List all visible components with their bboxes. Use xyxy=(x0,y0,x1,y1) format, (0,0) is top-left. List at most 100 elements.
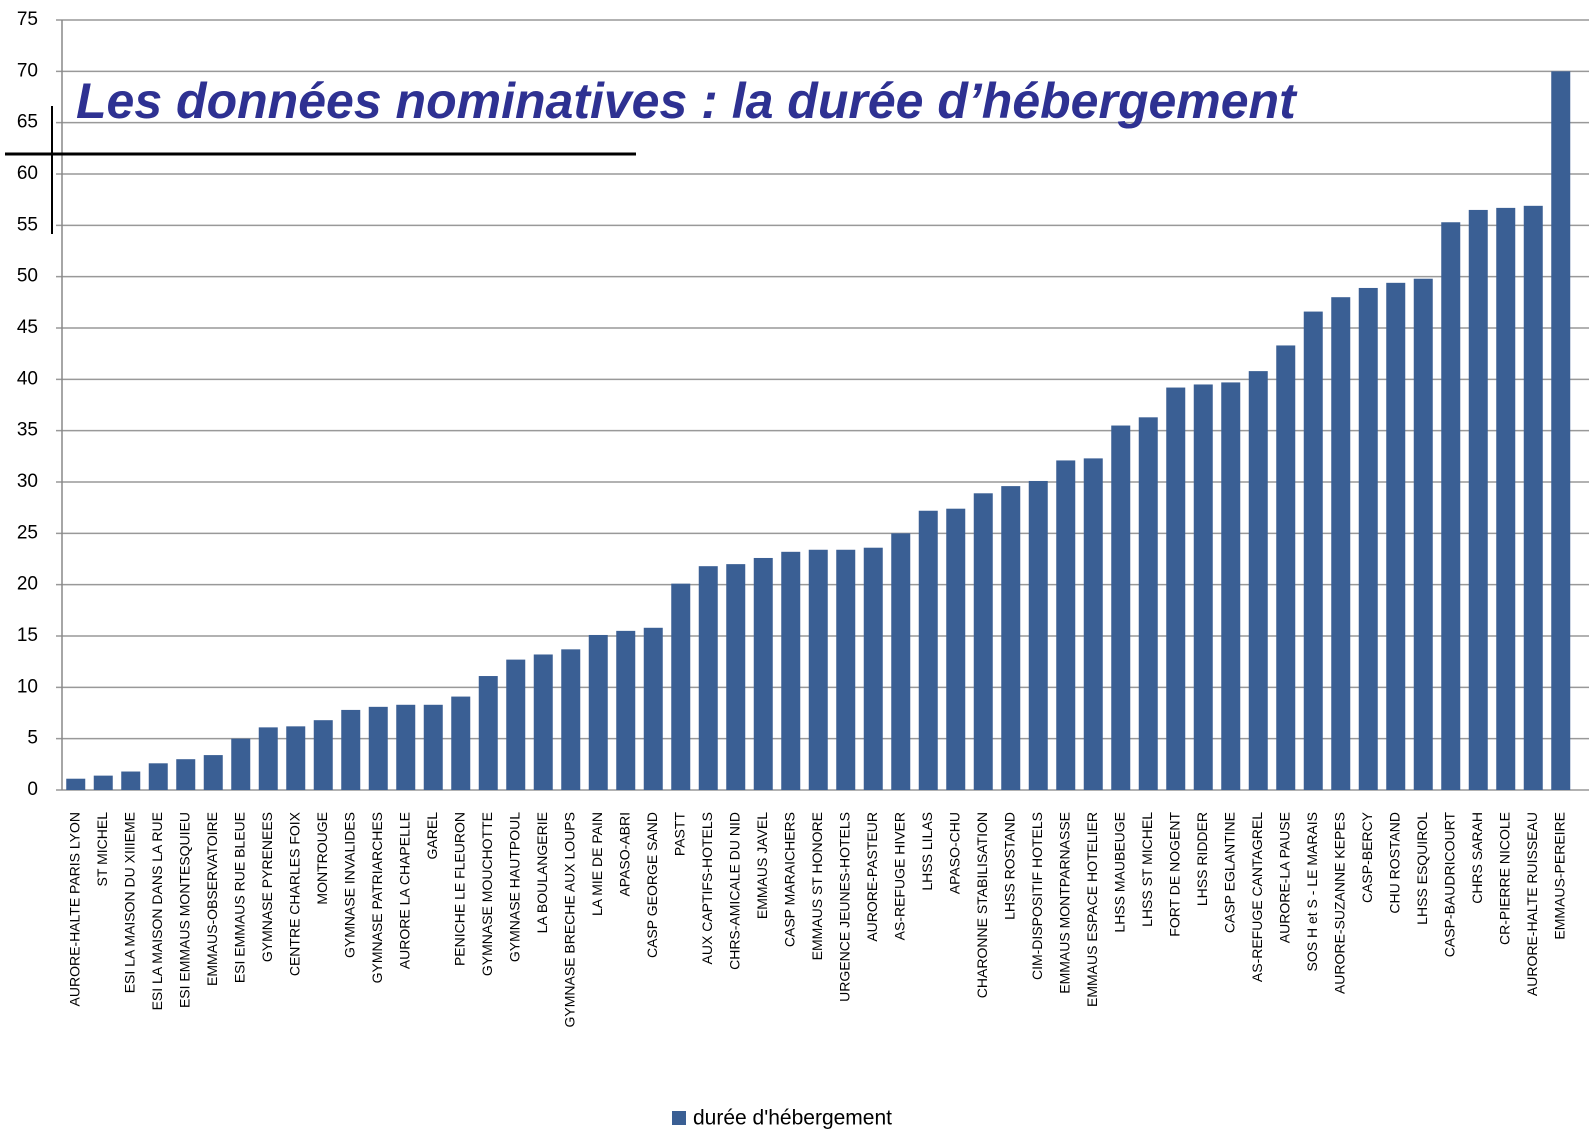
bar xyxy=(258,727,278,790)
bar xyxy=(946,508,966,790)
x-tick-label: APASO-ABRI xyxy=(616,812,632,897)
x-tick-label: GYMNASE PYRENEES xyxy=(259,812,275,962)
x-tick-label: AS-REFUGE CANTAGREL xyxy=(1249,812,1265,982)
x-tick-label: EMMAUS JAVEL xyxy=(754,812,770,919)
bar xyxy=(1083,458,1103,790)
x-tick-label: ESI LA MAISON DANS LA RUE xyxy=(149,812,165,1010)
x-tick-label: SOS H et S - LE MARAIS xyxy=(1304,812,1320,972)
x-tick-label: AURORE LA CHAPELLE xyxy=(396,812,412,969)
bar xyxy=(1496,207,1516,790)
bar xyxy=(753,557,773,790)
y-tick-label: 25 xyxy=(17,522,38,543)
x-tick-label: CENTRE CHARLES FOIX xyxy=(286,811,302,976)
y-tick-label: 10 xyxy=(17,676,38,697)
x-tick-label: PASTT xyxy=(671,812,687,857)
bar xyxy=(231,738,251,790)
legend-swatch xyxy=(672,1111,686,1125)
x-tick-label: ESI LA MAISON DU XIIIEME xyxy=(121,812,137,993)
bar xyxy=(891,533,911,790)
bar xyxy=(863,547,883,790)
y-tick-label: 15 xyxy=(17,625,38,646)
y-tick-label: 30 xyxy=(17,471,38,492)
x-tick-label: CASP EGLANTINE xyxy=(1221,812,1237,933)
x-tick-label: EMMAUS ESPACE HOTELIER xyxy=(1084,812,1100,1007)
y-tick-label: 0 xyxy=(27,779,38,800)
bar xyxy=(176,759,196,790)
x-tick-label: CASP-BERCY xyxy=(1359,811,1375,903)
x-tick-label: CHRS-AMICALE DU NID xyxy=(726,812,742,970)
bar xyxy=(451,696,471,790)
x-tick-label: CASP-BAUDRICOURT xyxy=(1441,812,1457,958)
bar xyxy=(148,763,168,790)
x-tick-label: APASO-CHU xyxy=(946,812,962,894)
bar xyxy=(726,564,746,790)
bar xyxy=(1001,486,1021,790)
bar xyxy=(643,627,663,790)
bar xyxy=(313,720,333,790)
bar xyxy=(1468,209,1488,790)
bar xyxy=(1111,425,1131,790)
bar xyxy=(918,510,938,790)
bar xyxy=(973,493,993,790)
bar xyxy=(368,706,388,790)
bar xyxy=(506,659,526,790)
x-tick-label: GYMNASE BRECHE AUX LOUPS xyxy=(561,812,577,1028)
y-tick-label: 55 xyxy=(17,214,38,235)
bar xyxy=(1331,297,1351,790)
bar xyxy=(1523,205,1543,790)
x-tick-label: MONTROUGE xyxy=(314,812,330,905)
bar xyxy=(1386,282,1406,790)
x-tick-label: LHSS ESQUIROL xyxy=(1414,812,1430,925)
x-tick-label: GYMNASE PATRIARCHES xyxy=(369,812,385,983)
bar xyxy=(423,704,443,790)
x-tick-label: AURORE-HALTE PARIS LYON xyxy=(66,812,82,1006)
bar xyxy=(1413,278,1433,790)
x-tick-label: LA BOULANGERIE xyxy=(534,812,550,933)
bar xyxy=(616,630,636,790)
bar xyxy=(836,549,856,790)
x-tick-label: URGENCE JEUNES-HOTELS xyxy=(836,812,852,1002)
x-tick-label: AURORE-SUZANNE KEPES xyxy=(1331,812,1347,994)
bar xyxy=(781,551,801,790)
x-tick-label: PENICHE LE FLEURON xyxy=(451,812,467,966)
x-tick-label: GYMNASE HAUTPOUL xyxy=(506,812,522,962)
bar xyxy=(1276,345,1296,790)
x-tick-label: CHRS SARAH xyxy=(1469,812,1485,904)
x-tick-label: GYMNASE INVALIDES xyxy=(341,812,357,958)
y-tick-label: 40 xyxy=(17,368,38,389)
bar xyxy=(671,583,691,790)
x-tick-label: ST MICHEL xyxy=(94,812,110,887)
bar xyxy=(698,566,718,790)
x-tick-label: GYMNASE MOUCHOTTE xyxy=(479,812,495,976)
bar xyxy=(66,778,86,790)
x-tick-label: GAREL xyxy=(424,812,440,860)
bar xyxy=(1303,311,1323,790)
y-tick-label: 75 xyxy=(17,9,38,30)
legend-label: durée d'hébergement xyxy=(693,1107,892,1130)
y-tick-label: 70 xyxy=(17,60,38,81)
bar xyxy=(1221,382,1241,790)
chart-title: Les données nominatives : la durée d’héb… xyxy=(76,73,1298,129)
x-tick-label: LHSS MAUBEUGE xyxy=(1111,812,1127,933)
y-tick-label: 35 xyxy=(17,420,38,441)
x-tick-label: CIM-DISPOSITIF HOTELS xyxy=(1029,812,1045,980)
bar xyxy=(533,654,553,790)
x-tick-label: EMMAUS ST HONORE xyxy=(809,812,825,960)
bar xyxy=(1166,387,1186,790)
bar xyxy=(1358,287,1378,790)
x-tick-label: CR-PIERRE NICOLE xyxy=(1496,812,1512,945)
bar xyxy=(1193,384,1213,790)
bar xyxy=(396,704,416,790)
bar xyxy=(1441,222,1461,791)
y-tick-label: 5 xyxy=(27,728,38,749)
bar xyxy=(1056,460,1076,790)
x-tick-label: AURORE-HALTE RUISSEAU xyxy=(1524,812,1540,996)
bar xyxy=(561,649,581,790)
bar xyxy=(1138,417,1158,790)
y-tick-label: 45 xyxy=(17,317,38,338)
y-tick-label: 20 xyxy=(17,574,38,595)
bar xyxy=(286,726,306,790)
x-tick-label: ESI EMMAUS MONTESQUIEU xyxy=(176,812,192,1008)
x-tick-label: AS-REFUGE HIVER xyxy=(891,812,907,940)
